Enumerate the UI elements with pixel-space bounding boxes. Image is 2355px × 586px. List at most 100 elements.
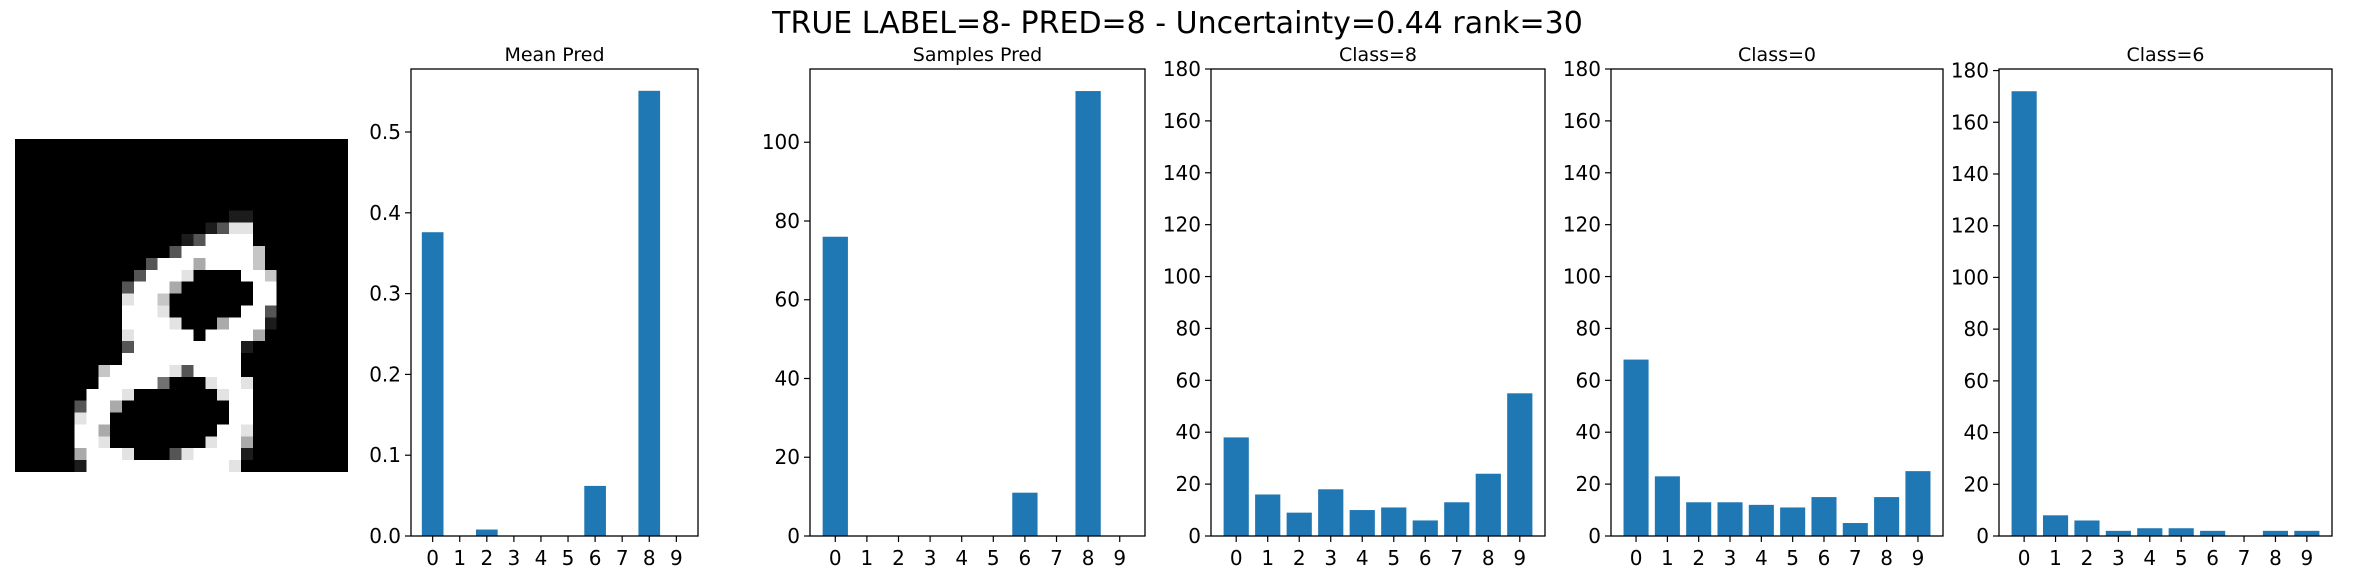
digit-pixel xyxy=(110,460,123,472)
digit-pixel xyxy=(193,246,206,258)
digit-pixel xyxy=(252,317,265,330)
digit-pixel xyxy=(181,341,194,354)
digit-pixel xyxy=(229,353,241,365)
digit-pixel xyxy=(205,353,218,365)
digit-pixel xyxy=(169,281,182,294)
digit-pixel xyxy=(145,317,158,330)
digit-pixel xyxy=(122,448,134,461)
digit-pixel xyxy=(205,460,218,472)
digit-pixel xyxy=(229,460,241,472)
digit-pixel xyxy=(169,246,182,258)
x-tick-label: 7 xyxy=(1849,546,1862,570)
digit-pixel xyxy=(145,460,158,472)
digit-pixel xyxy=(229,257,241,270)
bar-4 xyxy=(1748,504,1774,536)
digit-pixel xyxy=(240,412,253,425)
digit-pixel xyxy=(229,448,241,461)
digit-pixel xyxy=(86,412,99,425)
digit-pixel xyxy=(181,329,194,342)
bar-0 xyxy=(2011,91,2037,536)
digit-pixel xyxy=(205,329,218,342)
x-tick-label: 4 xyxy=(955,546,968,570)
digit-pixel xyxy=(193,234,206,247)
digit-pixel xyxy=(169,460,182,472)
x-tick-label: 0 xyxy=(1630,546,1643,570)
x-tick-label: 3 xyxy=(1324,546,1337,570)
y-tick-label: 0.4 xyxy=(369,201,401,225)
bar-7 xyxy=(1444,502,1470,536)
digit-pixel xyxy=(169,317,182,330)
bar-2 xyxy=(1286,512,1312,536)
x-tick-label: 5 xyxy=(2175,546,2188,570)
digit-pixel xyxy=(229,234,241,247)
digit-pixel xyxy=(217,460,230,472)
x-tick-label: 2 xyxy=(1293,546,1306,570)
x-tick-label: 8 xyxy=(2269,546,2282,570)
digit-pixel xyxy=(205,234,218,247)
y-tick-label: 120 xyxy=(1951,214,1989,238)
x-tick-label: 3 xyxy=(508,546,521,570)
digit-pixel xyxy=(122,305,134,318)
digit-pixel xyxy=(122,376,134,389)
digit-pixel xyxy=(217,353,230,365)
digit-pixel xyxy=(157,364,170,377)
digit-pixel xyxy=(205,246,218,258)
chart-title: Class=0 xyxy=(1738,44,1816,66)
digit-pixel xyxy=(193,257,206,270)
digit-pixel xyxy=(217,246,230,258)
digit-pixel xyxy=(157,269,170,282)
digit-pixel xyxy=(229,400,241,413)
y-tick-label: 60 xyxy=(1576,368,1601,392)
digit-pixel xyxy=(240,317,253,330)
digit-pixel xyxy=(110,376,123,389)
x-tick-label: 2 xyxy=(2081,546,2094,570)
digit-pixel xyxy=(157,353,170,365)
digit-pixel xyxy=(217,257,230,270)
x-tick-label: 6 xyxy=(1019,546,1032,570)
x-tick-label: 2 xyxy=(892,546,905,570)
figure-suptitle: TRUE LABEL=8- PRED=8 - Uncertainty=0.44 … xyxy=(772,6,1583,41)
x-tick-label: 9 xyxy=(2301,546,2314,570)
x-tick-label: 4 xyxy=(535,546,548,570)
digit-pixel xyxy=(157,329,170,342)
bar-9 xyxy=(1905,471,1931,536)
digit-pixel xyxy=(98,376,111,389)
y-tick-label: 40 xyxy=(775,366,800,390)
y-tick-label: 0.3 xyxy=(369,282,401,306)
bar-chart-5: Class=60 1 2 3 4 5 6 7 8 902040608010012014016018… xyxy=(1951,44,2333,570)
digit-pixel xyxy=(205,341,218,354)
digit-pixel xyxy=(169,269,182,282)
digit-pixel xyxy=(181,460,194,472)
digit-pixel xyxy=(145,257,158,270)
chart-title: Class=6 xyxy=(2127,44,2205,66)
y-tick-label: 100 xyxy=(1563,265,1601,289)
y-tick-label: 60 xyxy=(1964,369,1989,393)
x-tick-label: 5 xyxy=(1387,546,1400,570)
x-tick-label: 7 xyxy=(1050,546,1063,570)
bar-8 xyxy=(638,90,661,536)
y-tick-label: 0 xyxy=(1188,524,1201,548)
digit-pixel xyxy=(181,234,194,247)
bar-2 xyxy=(475,529,498,536)
y-tick-label: 40 xyxy=(1576,420,1601,444)
y-tick-label: 60 xyxy=(775,288,800,312)
x-tick-label: 6 xyxy=(589,546,602,570)
digit-pixel xyxy=(169,353,182,365)
digit-pixel xyxy=(217,376,230,389)
x-tick-label: 9 xyxy=(670,546,683,570)
digit-pixel xyxy=(74,400,87,413)
x-tick-label: 0 xyxy=(426,546,439,570)
digit-pixel xyxy=(133,460,146,472)
digit-pixel xyxy=(169,329,182,342)
bar-1 xyxy=(2042,515,2069,536)
x-tick-label: 4 xyxy=(1356,546,1369,570)
handwritten-digit-8-image xyxy=(15,139,348,472)
digit-pixel xyxy=(252,246,265,258)
digit-pixel xyxy=(240,222,253,235)
digit-pixel xyxy=(252,269,265,282)
digit-pixel xyxy=(110,400,123,413)
digit-pixel xyxy=(145,269,158,282)
digit-pixel xyxy=(193,448,206,461)
digit-image xyxy=(15,139,348,472)
y-tick-label: 140 xyxy=(1951,162,1989,186)
